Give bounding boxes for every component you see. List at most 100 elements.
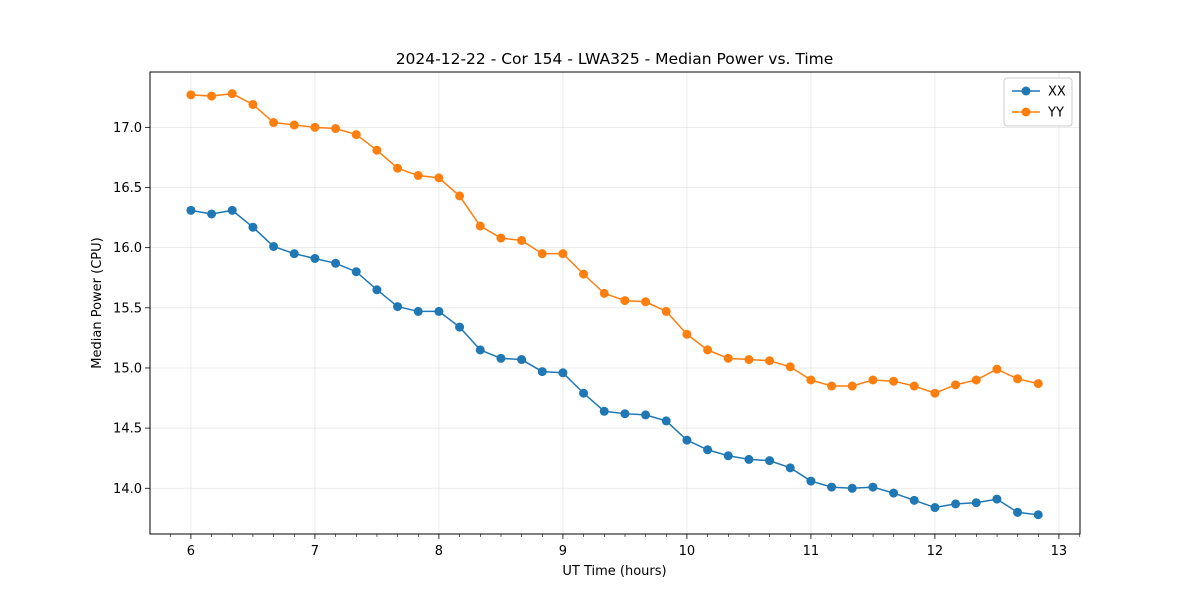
- legend-marker-yy: [1021, 107, 1031, 117]
- data-point-yy: [765, 356, 775, 366]
- data-point-yy: [1033, 379, 1043, 389]
- data-point-xx: [289, 249, 299, 259]
- data-point-yy: [372, 145, 382, 155]
- data-point-yy: [785, 362, 795, 372]
- x-tick-label: 9: [559, 544, 567, 559]
- data-point-xx: [868, 482, 878, 492]
- data-point-xx: [723, 451, 733, 461]
- data-point-xx: [785, 463, 795, 473]
- data-point-xx: [455, 322, 465, 332]
- data-point-yy: [413, 170, 423, 180]
- data-point-xx: [496, 353, 506, 363]
- data-point-yy: [703, 345, 713, 355]
- data-point-xx: [351, 267, 361, 277]
- data-point-yy: [207, 91, 217, 101]
- data-point-xx: [434, 306, 444, 316]
- data-point-yy: [682, 329, 692, 339]
- data-point-xx: [847, 483, 857, 493]
- data-point-xx: [951, 499, 961, 509]
- data-point-yy: [351, 130, 361, 140]
- data-point-yy: [641, 297, 651, 307]
- data-point-yy: [227, 89, 237, 99]
- data-point-yy: [951, 380, 961, 390]
- series-layer: [186, 89, 1043, 520]
- data-point-xx: [765, 456, 775, 466]
- data-point-yy: [661, 306, 671, 316]
- y-tick-label: 17.0: [113, 121, 142, 136]
- y-tick-label: 16.0: [113, 241, 142, 256]
- data-point-yy: [930, 388, 940, 398]
- data-point-xx: [186, 205, 196, 215]
- data-point-yy: [723, 353, 733, 363]
- data-point-xx: [393, 302, 403, 312]
- legend: XX YY: [1003, 77, 1073, 127]
- data-point-xx: [579, 388, 589, 398]
- data-point-xx: [248, 222, 258, 232]
- x-tick-label: 8: [435, 544, 443, 559]
- y-axis-label: Median Power (CPU): [90, 237, 105, 368]
- data-point-xx: [806, 476, 816, 486]
- data-point-xx: [372, 285, 382, 295]
- data-point-yy: [909, 381, 919, 391]
- data-point-xx: [517, 355, 527, 365]
- data-point-xx: [1033, 510, 1043, 520]
- data-point-yy: [310, 122, 320, 132]
- x-tick-label: 7: [311, 544, 319, 559]
- data-point-yy: [269, 118, 279, 128]
- data-point-xx: [207, 209, 217, 219]
- chart-title: 2024-12-22 - Cor 154 - LWA325 - Median P…: [396, 50, 834, 68]
- y-tick-label: 14.0: [113, 482, 142, 497]
- data-point-xx: [269, 241, 279, 251]
- y-tick-label: 15.0: [113, 361, 142, 376]
- data-point-yy: [393, 163, 403, 173]
- data-point-xx: [992, 494, 1002, 504]
- data-point-yy: [868, 375, 878, 385]
- data-point-yy: [889, 376, 899, 386]
- y-tick-label: 16.5: [113, 181, 142, 196]
- data-point-yy: [579, 269, 589, 279]
- y-tick-label: 15.5: [113, 301, 142, 316]
- data-point-yy: [971, 375, 981, 385]
- data-point-xx: [703, 445, 713, 455]
- data-point-yy: [599, 288, 609, 298]
- x-tick-label: 11: [803, 544, 820, 559]
- data-point-xx: [599, 406, 609, 416]
- data-point-xx: [620, 409, 630, 419]
- data-point-yy: [744, 355, 754, 365]
- data-point-xx: [889, 488, 899, 498]
- data-point-yy: [186, 90, 196, 100]
- data-point-xx: [537, 367, 547, 377]
- data-point-yy: [331, 124, 341, 134]
- data-point-xx: [331, 258, 341, 268]
- data-point-yy: [289, 120, 299, 130]
- data-point-yy: [475, 221, 485, 231]
- axes: 6 7 8 9 10 11 12 13 14.0 14.5 15.0 15.5 16.0 16.5 17.0: [113, 121, 1081, 559]
- x-tick-label: 12: [927, 544, 944, 559]
- data-point-xx: [682, 435, 692, 445]
- data-point-yy: [496, 233, 506, 243]
- legend-label-yy: YY: [1047, 106, 1064, 121]
- data-point-xx: [909, 495, 919, 505]
- data-point-xx: [744, 454, 754, 464]
- data-point-yy: [620, 296, 630, 306]
- data-point-xx: [641, 410, 651, 420]
- x-tick-label: 10: [679, 544, 696, 559]
- data-point-xx: [1013, 507, 1023, 517]
- data-point-yy: [434, 173, 444, 183]
- data-point-yy: [558, 249, 568, 259]
- data-point-yy: [992, 364, 1002, 374]
- x-tick-label: 6: [187, 544, 195, 559]
- data-point-xx: [475, 345, 485, 355]
- legend-label-xx: XX: [1048, 85, 1066, 100]
- data-point-yy: [1013, 374, 1023, 384]
- data-point-yy: [537, 249, 547, 259]
- data-point-xx: [661, 416, 671, 426]
- data-point-yy: [248, 99, 258, 109]
- legend-box: [1003, 77, 1073, 127]
- data-point-xx: [827, 482, 837, 492]
- data-point-yy: [827, 381, 837, 391]
- data-point-xx: [930, 503, 940, 513]
- x-axis-label: UT Time (hours): [562, 564, 666, 579]
- grid: [150, 72, 1080, 534]
